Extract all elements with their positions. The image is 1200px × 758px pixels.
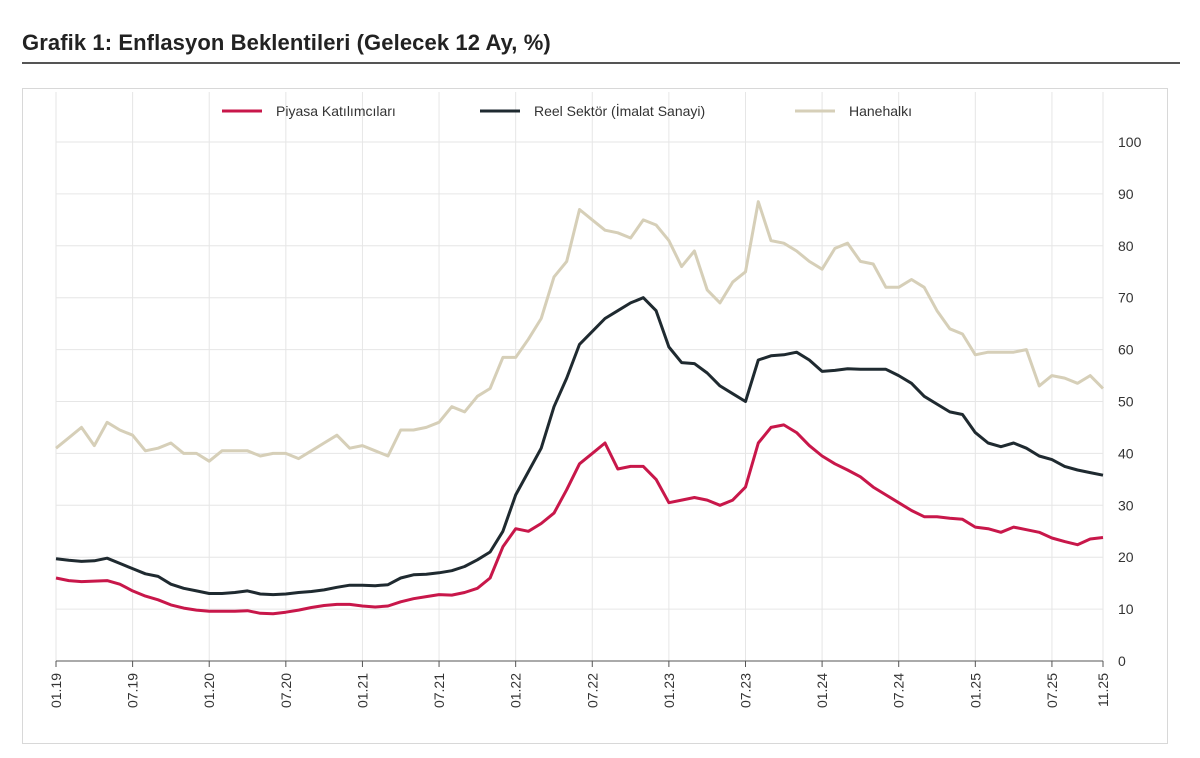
x-tick-label: 01.20 (201, 673, 217, 708)
x-tick-label: 01.23 (661, 673, 677, 708)
y-tick-label: 30 (1118, 497, 1134, 513)
x-tick-label: 07.25 (1044, 673, 1060, 708)
x-tick-label: 11.25 (1095, 673, 1111, 707)
x-tick-label: 07.22 (584, 673, 600, 708)
y-tick-label: 0 (1118, 653, 1126, 669)
y-tick-label: 20 (1118, 549, 1134, 565)
x-tick-label: 01.21 (354, 673, 370, 708)
y-tick-label: 50 (1118, 394, 1134, 410)
y-tick-label: 80 (1118, 238, 1134, 254)
y-tick-label: 100 (1118, 134, 1142, 150)
x-tick-label: 07.24 (891, 673, 907, 708)
x-tick-label: 01.25 (967, 673, 983, 708)
legend-label-0: Piyasa Katılımcıları (276, 103, 396, 119)
y-tick-label: 90 (1118, 186, 1134, 202)
x-tick-label: 07.23 (737, 673, 753, 708)
x-tick-label: 07.21 (431, 673, 447, 708)
x-tick-label: 01.24 (814, 673, 830, 708)
y-tick-label: 40 (1118, 445, 1134, 461)
x-tick-label: 01.19 (48, 673, 64, 708)
y-tick-label: 70 (1118, 290, 1134, 306)
chart-frame (22, 88, 1168, 744)
title-rule (22, 62, 1180, 64)
x-tick-label: 07.19 (125, 673, 141, 708)
x-tick-label: 01.22 (508, 673, 524, 708)
series-line-1 (55, 296, 1104, 597)
series-line-2 (55, 200, 1105, 463)
legend-label-2: Hanehalkı (849, 103, 912, 119)
legend-label-1: Reel Sektör (İmalat Sanayi) (534, 102, 705, 119)
y-tick-label: 60 (1118, 342, 1134, 358)
x-tick-label: 07.20 (278, 673, 294, 708)
chart-title: Grafik 1: Enflasyon Beklentileri (Gelece… (22, 30, 551, 55)
series-line-0 (55, 423, 1104, 616)
y-tick-label: 10 (1118, 601, 1134, 617)
